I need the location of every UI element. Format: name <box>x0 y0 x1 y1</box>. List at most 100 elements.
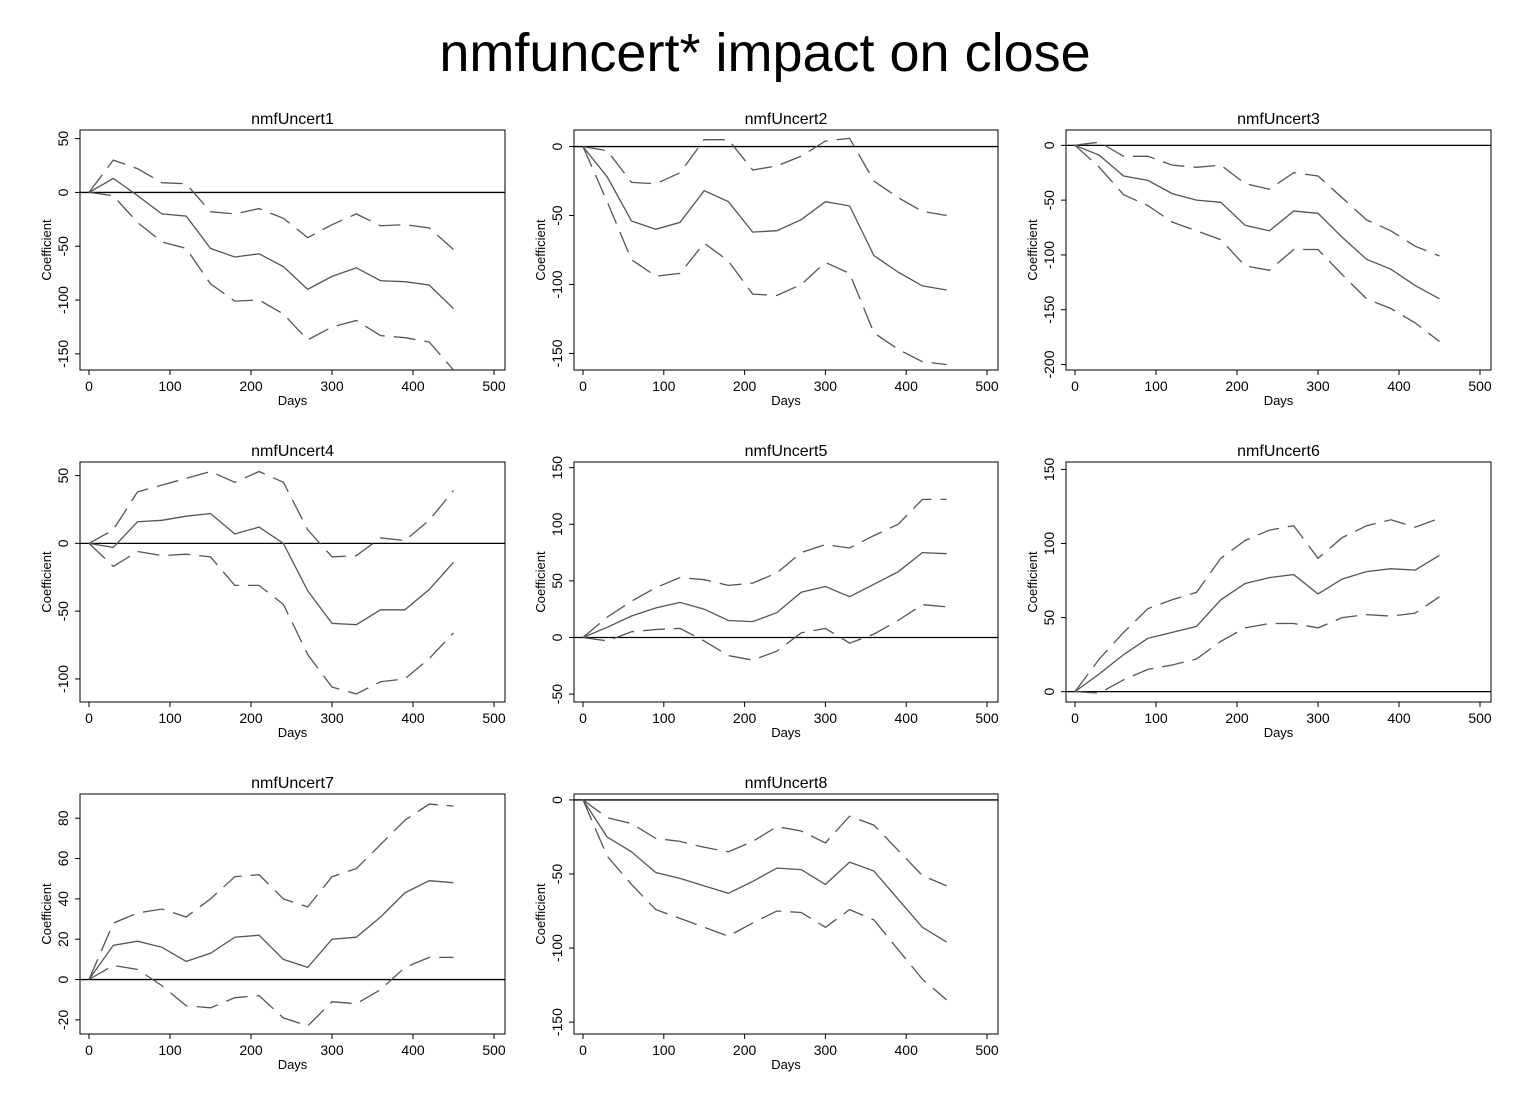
x-tick-label: 400 <box>895 710 919 726</box>
x-axis-label: Days <box>278 1057 308 1072</box>
plot-frame <box>79 793 506 1035</box>
y-tick-label: 0 <box>1041 141 1057 149</box>
y-tick-label: -100 <box>549 270 565 298</box>
x-tick-label: 200 <box>239 710 263 726</box>
x-tick-label: 400 <box>895 1042 919 1058</box>
y-tick-label: -150 <box>1041 296 1057 324</box>
x-tick-label: 400 <box>401 710 425 726</box>
series-line-estimate <box>582 146 947 291</box>
x-tick-label: 500 <box>482 378 506 394</box>
x-tick-label: 200 <box>1225 710 1249 726</box>
chart-title: nmfUncert7 <box>251 775 334 792</box>
chart-panel-8: nmfUncert8 0 100 200 300 400 500 Days 0 -50 -100 -1… <box>533 775 999 1072</box>
y-tick-label: 100 <box>549 512 565 536</box>
chart-title: nmfUncert3 <box>1237 111 1320 128</box>
x-tick-label: 300 <box>1306 710 1330 726</box>
series-line-lower <box>1074 144 1440 343</box>
series-line-lower <box>582 146 947 366</box>
y-tick-label: -20 <box>55 1010 71 1030</box>
y-tick-label: -50 <box>549 684 565 704</box>
x-tick-label: 100 <box>158 378 182 394</box>
x-tick-label: 0 <box>579 378 587 394</box>
series-line-upper <box>88 159 454 250</box>
x-tick-label: 500 <box>482 1042 506 1058</box>
chart-title: nmfUncert2 <box>745 111 828 128</box>
y-tick-label: -50 <box>549 864 565 884</box>
x-tick-label: 300 <box>814 1042 838 1058</box>
series-line-upper <box>582 137 947 217</box>
x-axis-label: Days <box>771 725 801 740</box>
plot-frame <box>573 461 999 703</box>
series-line-upper <box>88 803 454 980</box>
y-tick-label: 50 <box>1041 610 1057 626</box>
chart-panel-3: nmfUncert3 0 100 200 300 400 500 Days 0 -50 -100 -1… <box>1025 111 1492 408</box>
x-tick-label: 100 <box>158 1042 182 1058</box>
x-tick-label: 300 <box>814 710 838 726</box>
y-axis-label: Coefficient <box>533 219 548 281</box>
y-tick-label: -50 <box>55 601 71 621</box>
y-tick-label: 0 <box>1041 688 1057 696</box>
y-tick-label: -50 <box>1041 190 1057 210</box>
y-axis-label: Coefficient <box>1025 551 1040 613</box>
y-tick-label: 20 <box>55 931 71 947</box>
series-line-estimate <box>1074 144 1440 300</box>
series-line-lower <box>582 799 948 1001</box>
plot-frame <box>79 461 506 703</box>
x-tick-label: 100 <box>1144 710 1168 726</box>
x-axis-label: Days <box>1264 393 1294 408</box>
y-tick-label: -150 <box>549 1008 565 1036</box>
x-tick-label: 0 <box>579 1042 587 1058</box>
series-line-upper <box>1074 141 1440 257</box>
plot-frame <box>573 793 999 1035</box>
y-axis-label: Coefficient <box>39 219 54 281</box>
x-tick-label: 400 <box>1387 710 1411 726</box>
x-tick-label: 400 <box>895 378 919 394</box>
series-line-lower <box>88 956 454 1027</box>
x-tick-label: 500 <box>975 710 999 726</box>
x-tick-label: 0 <box>1071 378 1079 394</box>
y-tick-label: 0 <box>549 633 565 641</box>
x-tick-label: 200 <box>1225 378 1249 394</box>
x-axis-label: Days <box>278 393 308 408</box>
y-tick-label: 0 <box>55 975 71 983</box>
x-tick-label: 0 <box>1071 710 1079 726</box>
series-line-upper <box>1074 517 1440 692</box>
plot-frame <box>573 129 999 371</box>
y-tick-label: 0 <box>549 142 565 150</box>
series-line-estimate <box>582 799 947 943</box>
chart-title: nmfUncert5 <box>745 443 828 460</box>
y-tick-label: -100 <box>549 934 565 962</box>
series-line-upper <box>582 799 947 887</box>
x-tick-label: 200 <box>239 1042 263 1058</box>
x-tick-label: 200 <box>733 1042 757 1058</box>
series-line-lower <box>582 603 947 661</box>
x-axis-label: Days <box>771 393 801 408</box>
y-axis-label: Coefficient <box>39 883 54 945</box>
y-tick-label: 0 <box>55 539 71 547</box>
y-tick-label: 50 <box>55 131 71 147</box>
y-tick-label: 80 <box>55 810 71 826</box>
y-tick-label: 100 <box>1041 532 1057 556</box>
y-axis-label: Coefficient <box>1025 219 1040 281</box>
y-axis-label: Coefficient <box>39 551 54 613</box>
x-tick-label: 200 <box>733 378 757 394</box>
chart-title: nmfUncert1 <box>251 111 334 128</box>
x-tick-label: 500 <box>1468 710 1492 726</box>
x-axis-label: Days <box>771 1057 801 1072</box>
chart-title: nmfUncert4 <box>251 443 334 460</box>
y-tick-label: -50 <box>549 205 565 225</box>
plot-frame <box>1065 129 1492 371</box>
x-axis-label: Days <box>278 725 308 740</box>
x-tick-label: 0 <box>579 710 587 726</box>
page-title: nmfuncert* impact on close <box>439 23 1091 83</box>
x-tick-label: 200 <box>239 378 263 394</box>
x-tick-label: 300 <box>320 1042 344 1058</box>
y-tick-label: -50 <box>55 236 71 256</box>
plot-frame <box>79 129 506 371</box>
x-tick-label: 300 <box>320 710 344 726</box>
